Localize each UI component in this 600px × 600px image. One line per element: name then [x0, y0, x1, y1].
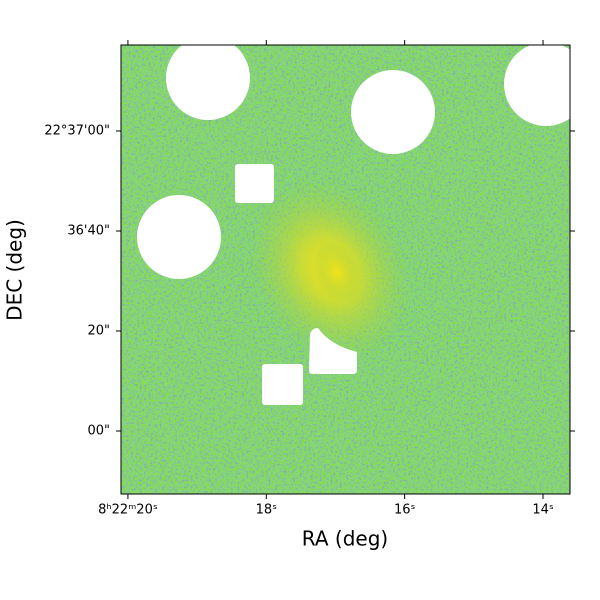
y-tick-label: 36'40": [67, 224, 110, 239]
x-tick-label: 14ˢ: [532, 503, 554, 518]
x-tick-label: 16ˢ: [394, 503, 416, 518]
y-axis-label: DEC (deg): [3, 219, 27, 321]
axes-frame: [120, 44, 571, 495]
x-tick-label: 18ˢ: [256, 503, 278, 518]
y-tick-label: 22°37'00": [44, 124, 110, 139]
x-axis-label: RA (deg): [302, 527, 388, 551]
x-tick-label: 8ʰ22ᵐ20ˢ: [98, 503, 158, 518]
y-tick-label: 20": [87, 324, 110, 339]
image: [121, 45, 570, 494]
y-tick-label: 00": [87, 424, 110, 439]
